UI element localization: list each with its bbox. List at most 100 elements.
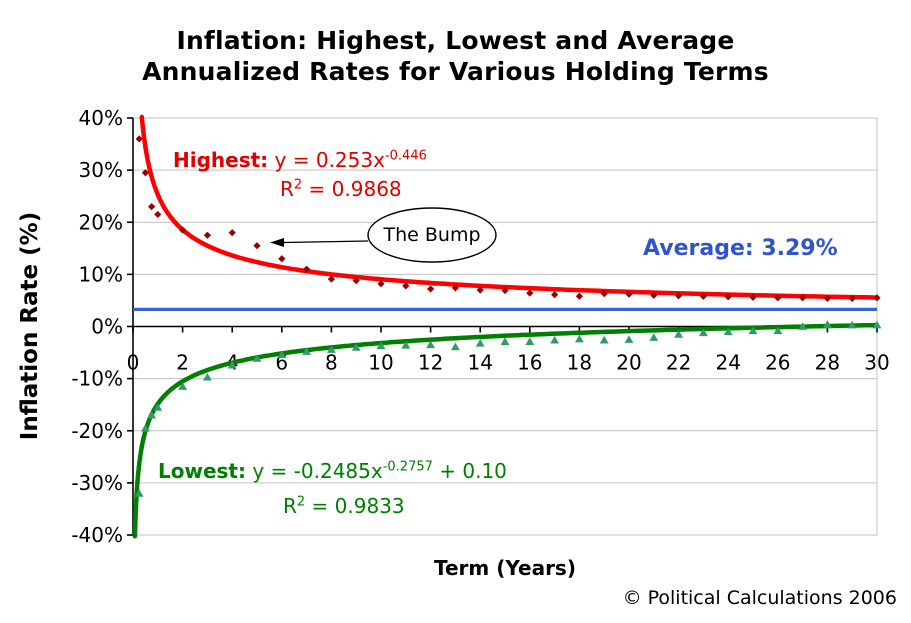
x-tick-label: 28 (815, 351, 840, 375)
average-label: Average: 3.29% (643, 236, 838, 261)
lowest-marker (500, 337, 510, 346)
bump-arrow-head (270, 238, 284, 247)
highest-marker (848, 294, 856, 302)
bump-label: The Bump (383, 224, 481, 246)
y-tick-label: 10% (79, 262, 123, 286)
highest-marker (135, 135, 143, 143)
chart-title-line1: Inflation: Highest, Lowest and Average (176, 26, 735, 55)
x-tick-label: 24 (715, 351, 740, 375)
highest-equation: Highest: y = 0.253x-0.446 (173, 148, 427, 172)
y-tick-label: 20% (79, 210, 123, 234)
highest-marker (352, 277, 360, 285)
highest-marker (278, 255, 286, 263)
x-tick-label: 22 (666, 351, 691, 375)
lowest-r2-sup: 2 (296, 494, 306, 510)
highest-marker (501, 286, 509, 295)
y-tick-label: -10% (71, 367, 123, 391)
bump-arrow-line (282, 240, 369, 244)
lowest-marker (227, 360, 237, 369)
highest-marker (799, 294, 807, 302)
highest-marker (650, 291, 658, 299)
lowest-marker (773, 326, 783, 335)
y-tick-label: 40% (79, 106, 123, 130)
highest-marker (625, 290, 633, 298)
highest-marker (575, 292, 583, 300)
lowest-marker (624, 335, 634, 343)
lowest-equation: Lowest: y = -0.2485x-0.2757 + 0.10 (158, 459, 507, 483)
highest-marker (823, 294, 831, 302)
lowest-marker (550, 335, 559, 344)
lowest-marker (277, 350, 287, 359)
highest-marker (141, 169, 149, 177)
lowest-marker (426, 340, 435, 349)
chart-title-line2: Annualized Rates for Various Holding Ter… (142, 57, 769, 86)
y-axis-title: Inflation Rate (%) (17, 211, 43, 441)
lowest-equation-body: y = -0.2485x (246, 459, 383, 483)
highest-marker (427, 285, 435, 293)
x-axis-title: Term (Years) (434, 556, 576, 580)
y-tick-label: -20% (71, 419, 123, 443)
lowest-marker (327, 345, 336, 353)
lowest-marker (147, 410, 156, 419)
gridlines (133, 117, 878, 536)
lowest-equation-tail: + 0.10 (432, 459, 507, 483)
lowest-r2: R2 = 0.9833 (283, 494, 405, 518)
highest-marker (675, 292, 683, 300)
highest-marker (179, 226, 187, 234)
lowest-r2-base: R (283, 494, 297, 518)
lowest-marker (134, 489, 144, 497)
lowest-marker (203, 372, 212, 381)
highest-marker (774, 294, 782, 302)
data-series (132, 114, 882, 539)
x-tick-label: 20 (616, 351, 641, 375)
highest-marker (451, 284, 459, 292)
highest-marker (476, 286, 484, 294)
x-tick-label: 18 (567, 351, 592, 375)
highest-marker (228, 229, 236, 237)
highest-marker (377, 280, 385, 288)
highest-marker (724, 293, 732, 301)
x-tick-label: 2 (176, 351, 189, 375)
highest-r2-sup: 2 (293, 177, 303, 193)
highest-series-label: Highest: (173, 148, 269, 172)
highest-marker (551, 291, 559, 299)
y-tick-label: 30% (79, 158, 123, 182)
highest-marker (203, 231, 211, 239)
lowest-r2-value: = 0.9833 (305, 494, 405, 518)
highest-equation-exponent: -0.446 (384, 148, 427, 164)
x-tick-label: 26 (765, 351, 790, 375)
chart-title: Inflation: Highest, Lowest and Average A… (0, 25, 911, 87)
x-tick-label: 14 (467, 351, 492, 375)
lowest-marker (674, 330, 683, 338)
lowest-fit-curve (132, 322, 880, 539)
lowest-marker (872, 320, 882, 329)
copyright: © Political Calculations 2006 (622, 587, 897, 609)
tick-labels: 40%30%20%10%0%-10%-20%-30%-40%0246810121… (71, 106, 889, 547)
lowest-marker (451, 342, 460, 351)
x-tick-label: 8 (325, 351, 338, 375)
lowest-marker (823, 320, 832, 328)
lowest-marker (748, 326, 758, 335)
highest-marker (600, 290, 608, 298)
lowest-marker (575, 334, 584, 343)
bump-annotation-shape (270, 207, 497, 263)
lowest-equation-exponent: -0.2757 (382, 459, 433, 475)
highest-marker (402, 282, 410, 290)
highest-r2-base: R (280, 177, 294, 201)
lowest-marker (178, 382, 187, 390)
x-tick-label: 10 (368, 351, 393, 375)
lowest-marker (401, 341, 411, 349)
highest-marker (253, 242, 261, 250)
lowest-series-label: Lowest: (158, 459, 246, 483)
lowest-marker (798, 322, 807, 330)
lowest-marker (847, 320, 857, 329)
highest-marker (526, 289, 534, 297)
bump-ellipse (367, 207, 497, 263)
lowest-marker (351, 343, 361, 351)
highest-marker (749, 293, 757, 301)
highest-marker (148, 203, 156, 211)
lowest-marker (723, 327, 733, 336)
lowest-marker (141, 423, 150, 432)
